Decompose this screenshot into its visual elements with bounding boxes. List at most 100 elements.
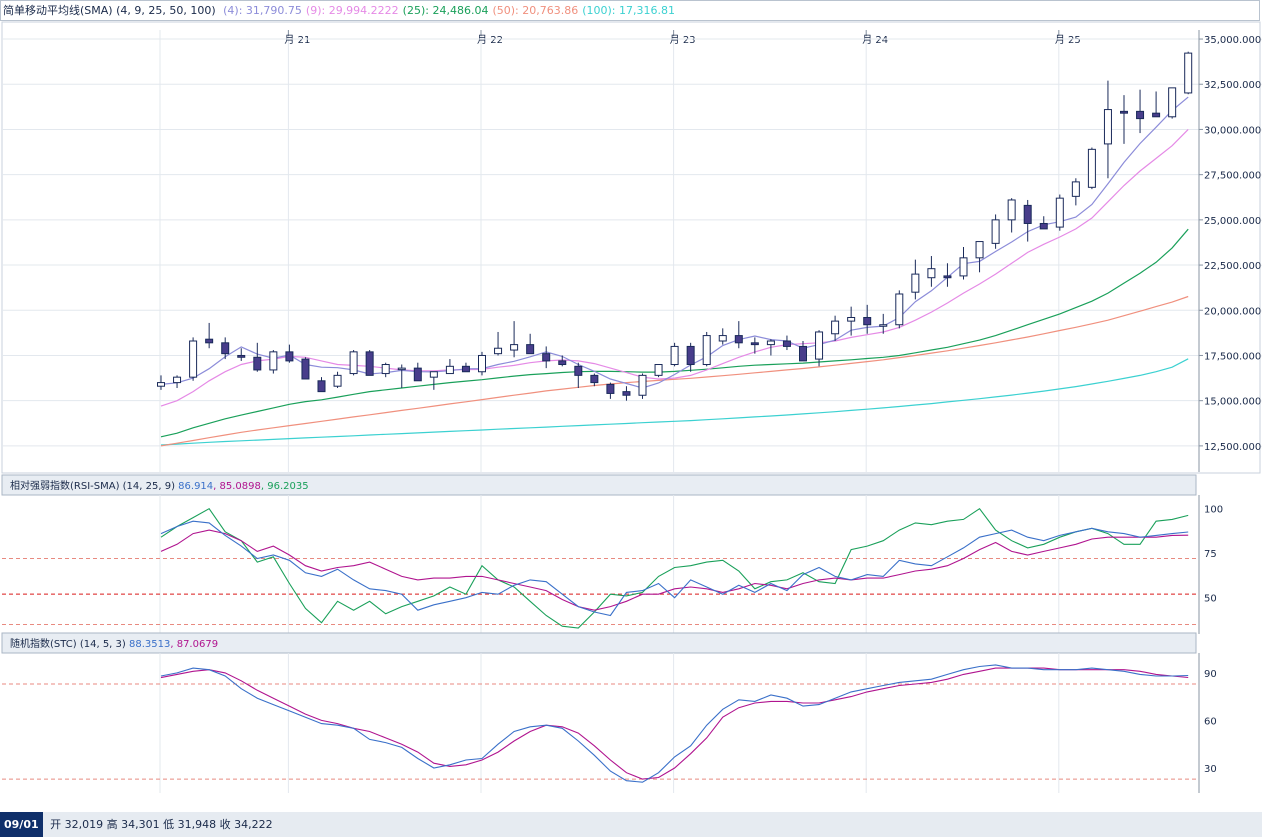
candlestick: [638, 373, 647, 399]
y-tick-label: 17,500.0000: [1204, 351, 1262, 362]
sma-line-9: [160, 128, 1189, 407]
candle-body: [1071, 181, 1080, 197]
price-panel: 一月 21 一月 22 一月 23 一月 24 一月 25 12,500.0000 15,0…: [1, 21, 1262, 474]
candle-body: [478, 354, 486, 373]
candle-body: [397, 367, 406, 371]
candlestick: [445, 359, 454, 375]
candle-body: [429, 371, 438, 378]
candle-body: [1087, 148, 1096, 188]
candle-body: [606, 383, 615, 394]
candle-body: [590, 374, 599, 384]
candlestick: [590, 373, 599, 387]
candlestick: [895, 290, 904, 329]
candle-body: [1168, 87, 1177, 118]
candle-body: [1120, 110, 1128, 114]
date-badge: 09/01: [0, 812, 43, 837]
candlestick: [1039, 216, 1048, 230]
candle-body: [815, 331, 824, 360]
low-value: 31,948: [177, 818, 217, 831]
candlestick: [157, 375, 165, 390]
x-tick-label: 一月 22: [467, 34, 503, 46]
candle-body: [1039, 222, 1048, 230]
candle-body: [205, 338, 214, 344]
candlestick: [494, 331, 503, 356]
ohlc-status-bar: 09/01 开 32,019 高 34,301 低 31,948 收 34,22…: [0, 812, 1262, 837]
candle-body: [349, 351, 358, 375]
sma-line-4: [160, 96, 1189, 389]
candlestick: [381, 362, 390, 378]
sma-legend-title: 简单移动平均线(SMA) (4, 9, 25, 50, 100): [3, 4, 216, 17]
candlestick: [991, 214, 1000, 249]
indicator-legend-value: 88.3513: [126, 639, 171, 650]
candle-body: [1055, 197, 1064, 228]
sma-line-100: [160, 358, 1189, 446]
candle-body: [301, 358, 310, 380]
y-tick-label: 12,500.0000: [1204, 442, 1262, 453]
candle-body: [237, 354, 246, 358]
candlestick: [510, 321, 519, 358]
candle-body: [879, 324, 888, 327]
stc-panel: 随机指数(STC) (14, 5, 3) 88.3513, 87.0679 30 6…: [1, 632, 1217, 793]
candle-body: [253, 356, 262, 371]
indicator-legend-value: , 85.0898: [213, 481, 261, 492]
candle-body: [381, 364, 390, 375]
indicator-legend-title: 相对强弱指数(RSI-SMA) (14, 25, 9) 86.914, 85.0…: [10, 479, 309, 492]
candle-body: [445, 365, 454, 375]
candle-body: [1152, 112, 1161, 118]
candlestick: [1136, 89, 1145, 134]
candlestick: [1152, 91, 1161, 118]
candle-body: [365, 351, 374, 376]
y-tick-label: 30,000.0000: [1204, 125, 1262, 136]
high-label: 高: [106, 818, 118, 831]
y-tick-label: 50: [1204, 594, 1217, 605]
candle-body: [782, 340, 791, 347]
candlestick: [365, 350, 374, 376]
candlestick: [863, 304, 872, 334]
indicator-legend-value: 86.914: [175, 481, 213, 492]
candle-body: [157, 382, 165, 387]
candlestick: [526, 333, 535, 355]
candlestick: [269, 350, 278, 374]
candlestick: [734, 321, 743, 349]
candle-body: [1136, 110, 1145, 120]
candlestick: [847, 306, 856, 336]
sma-legend-item: (4): 31,790.75: [223, 4, 302, 17]
candlestick: [831, 315, 840, 342]
candle-body: [863, 316, 872, 326]
candlestick: [397, 364, 406, 389]
price-plot-area: [1, 21, 1261, 474]
candle-body: [285, 351, 294, 362]
stock-chart[interactable]: 一月 21 一月 22 一月 23 一月 24 一月 25 12,500.0000 15,0…: [0, 0, 1262, 812]
candle-body: [831, 320, 840, 335]
candle-body: [622, 391, 631, 396]
sma-line-50: [160, 295, 1189, 447]
candlestick: [542, 346, 551, 369]
y-tick-label: 15,000.0000: [1204, 397, 1262, 408]
sma-legend-item: (9): 29,994.2222: [305, 4, 399, 17]
candle-body: [975, 241, 984, 259]
open-value: 32,019: [64, 818, 104, 831]
candlestick: [1007, 198, 1016, 233]
candle-body: [718, 335, 727, 342]
candlestick: [815, 330, 824, 367]
candlestick: [1103, 80, 1112, 179]
candlestick: [1071, 178, 1080, 206]
candle-body: [702, 335, 711, 366]
candle-body: [526, 344, 535, 355]
y-tick-label: 25,000.0000: [1204, 216, 1262, 227]
indicator-legend-title: 随机指数(STC) (14, 5, 3) 88.3513, 87.0679: [10, 637, 218, 650]
candlestick: [654, 364, 663, 378]
candlestick: [686, 342, 695, 372]
y-tick-label: 22,500.0000: [1204, 261, 1262, 272]
candle-body: [895, 293, 904, 326]
candle-body: [654, 364, 663, 376]
high-value: 34,301: [121, 818, 160, 831]
y-tick-label: 27,500.0000: [1204, 171, 1262, 182]
candle-body: [638, 374, 647, 396]
candlestick: [927, 256, 936, 287]
x-tick-label: 一月 25: [1045, 34, 1081, 46]
candlestick: [317, 377, 326, 393]
candle-body: [670, 345, 679, 366]
candle-body: [461, 365, 470, 373]
candlestick: [622, 386, 631, 401]
